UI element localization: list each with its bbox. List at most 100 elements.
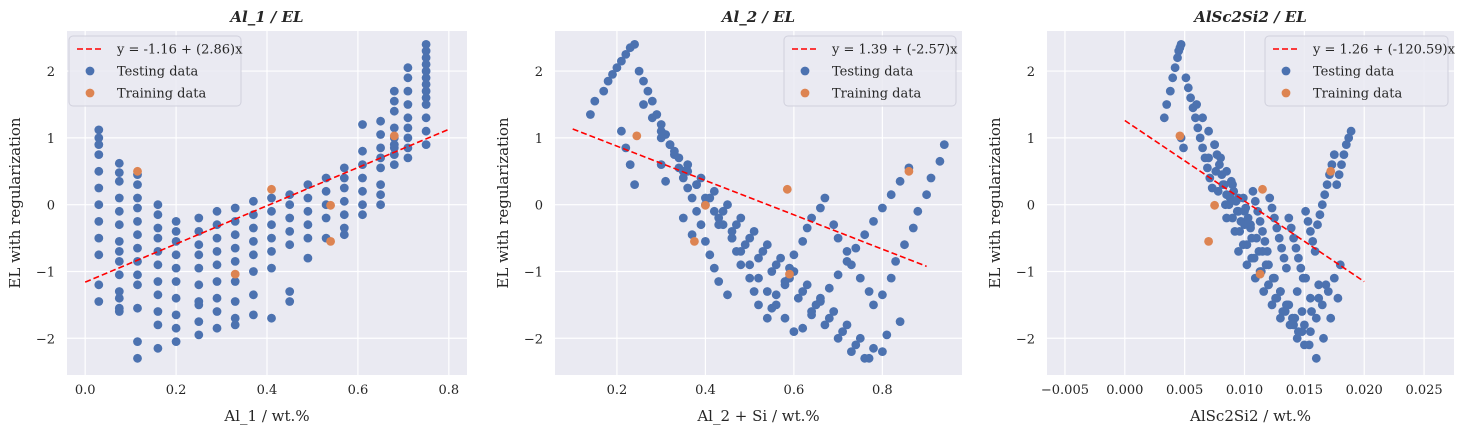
testing-point (403, 73, 413, 83)
testing-point (816, 203, 825, 213)
testing-point (674, 153, 684, 163)
testing-point (630, 40, 639, 49)
y-tick-label: 2 (47, 65, 55, 80)
testing-point (900, 240, 909, 250)
testing-point (1228, 180, 1237, 190)
testing-point (1333, 293, 1343, 303)
y-axis-label: EL with regularization (6, 117, 24, 288)
testing-point (339, 230, 349, 240)
testing-point (94, 150, 104, 160)
testing-point (754, 273, 763, 283)
testing-point (767, 267, 777, 276)
testing-point (249, 250, 258, 260)
testing-point (1198, 143, 1207, 153)
testing-point (212, 277, 222, 286)
testing-point (153, 200, 163, 210)
testing-point (114, 206, 124, 216)
chart-panel-2: 0.2 0.4 0.6 0.8 −2 −1 0 1 2 Al_2 / EL Al_2 + Si / … (494, 8, 962, 425)
testing-point (1250, 196, 1260, 206)
testing-point (403, 133, 413, 143)
testing-point (171, 263, 181, 273)
testing-point (133, 303, 142, 313)
testing-point (789, 327, 799, 336)
testing-point (935, 156, 945, 166)
y-tick-label: −2 (1016, 332, 1035, 347)
testing-point (230, 217, 240, 226)
testing-points (94, 40, 431, 363)
testing-point (94, 233, 104, 243)
testing-point (1276, 313, 1285, 323)
testing-point (762, 287, 772, 296)
testing-point (321, 186, 331, 196)
testing-point (723, 290, 732, 300)
testing-point (1289, 233, 1298, 243)
y-axis-label: EL with regularization (986, 117, 1004, 288)
x-tick-label: 0.020 (1346, 383, 1383, 398)
testing-point (665, 140, 675, 150)
testing-point (745, 273, 755, 283)
testing-point (339, 210, 349, 220)
testing-point (114, 220, 124, 230)
legend: y = 1.39 + (-2.57)x Testing data Training … (783, 35, 958, 107)
testing-point (1247, 233, 1257, 243)
testing-point (1332, 180, 1342, 190)
testing-point (1337, 160, 1346, 170)
testing-point (339, 196, 349, 206)
training-point (1326, 166, 1336, 176)
testing-point (838, 327, 847, 336)
testing-point (133, 337, 142, 346)
testing-point (798, 287, 808, 296)
testing-point (153, 343, 163, 353)
testing-point (267, 220, 276, 230)
testing-point (94, 125, 104, 135)
testing-point (249, 290, 258, 300)
testing-point (421, 86, 431, 96)
testing-point (1229, 186, 1239, 196)
testing-point (727, 233, 737, 243)
testing-point (1216, 153, 1225, 163)
testing-point (358, 186, 367, 196)
testing-point (802, 280, 812, 290)
testing-point (732, 220, 741, 230)
testing-point (1255, 217, 1265, 226)
testing-point (1248, 186, 1258, 196)
testing-point (1211, 166, 1221, 176)
testing-point (285, 240, 295, 250)
testing-point (339, 223, 349, 233)
testing-point (687, 230, 697, 240)
testing-point (1276, 287, 1285, 296)
testing-point (878, 203, 887, 213)
testing-point (212, 206, 222, 216)
testing-point (1198, 113, 1207, 123)
testing-point (1168, 73, 1178, 83)
testing-point (194, 227, 204, 236)
gridlines (67, 31, 467, 375)
testing-point (114, 307, 124, 316)
training-point (267, 184, 276, 194)
testing-point (1267, 300, 1277, 310)
testing-point (421, 53, 431, 63)
x-tick-label: 0.4 (257, 383, 278, 398)
testing-point (683, 183, 693, 193)
testing-point (776, 253, 785, 263)
testing-point (1292, 287, 1302, 296)
testing-point (1346, 126, 1356, 136)
testing-point (358, 120, 367, 129)
testing-point (687, 193, 697, 203)
testing-point (1234, 247, 1243, 256)
testing-point (1192, 100, 1201, 109)
legend-fit-label: y = 1.39 + (-2.57)x (831, 43, 958, 58)
testing-point (762, 313, 772, 323)
testing-point (621, 143, 631, 153)
testing-point (94, 297, 104, 306)
testing-point (1270, 213, 1279, 223)
testing-point (771, 260, 781, 270)
testing-point (1162, 100, 1172, 109)
testing-point (267, 263, 276, 273)
testing-point (851, 243, 861, 253)
x-tick-label: 0.2 (166, 383, 187, 398)
testing-point (798, 237, 808, 246)
testing-point (1186, 93, 1195, 103)
testing-point (647, 96, 657, 106)
testing-point (1183, 83, 1193, 93)
